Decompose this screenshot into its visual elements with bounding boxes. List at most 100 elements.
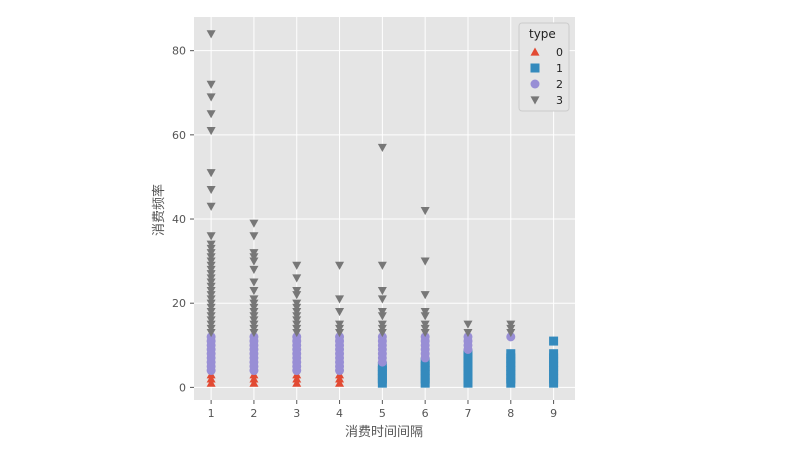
point-type-3	[249, 257, 259, 266]
legend-title: type	[529, 27, 556, 41]
point-type-3	[506, 329, 516, 338]
point-type-0	[335, 378, 345, 387]
legend-label-0: 0	[556, 46, 563, 59]
point-type-3	[335, 329, 345, 338]
point-type-3	[206, 303, 216, 312]
y-tick-label: 80	[172, 45, 186, 58]
point-type-1	[549, 349, 559, 359]
x-tick-label: 6	[422, 407, 429, 420]
x-tick-label: 1	[208, 407, 215, 420]
point-type-0	[206, 374, 216, 383]
point-type-3	[292, 324, 302, 333]
legend: type 0 1 2 3	[518, 22, 570, 112]
x-tick-label: 5	[379, 407, 386, 420]
point-type-3	[420, 308, 430, 317]
point-type-3	[506, 320, 516, 329]
point-type-3	[206, 286, 216, 296]
x-tick-label: 2	[250, 407, 257, 420]
point-type-3	[249, 265, 259, 275]
point-type-3	[206, 329, 216, 338]
point-type-3	[249, 329, 259, 338]
point-type-3	[249, 219, 259, 228]
point-type-3	[206, 270, 216, 279]
point-type-3	[206, 312, 216, 321]
point-type-3	[249, 295, 259, 304]
point-type-3	[206, 80, 216, 89]
point-type-3	[206, 282, 216, 291]
point-type-3	[377, 324, 387, 333]
point-type-3	[206, 257, 216, 266]
legend-marker-0	[530, 47, 540, 56]
point-type-3	[420, 312, 430, 321]
point-type-0	[292, 374, 302, 383]
point-type-3	[206, 202, 216, 211]
point-type-3	[206, 127, 216, 136]
point-type-3	[377, 312, 387, 321]
point-type-3	[249, 278, 259, 287]
y-axis-title: 消费频率	[151, 184, 167, 236]
point-type-3	[206, 110, 216, 119]
point-type-3	[206, 320, 216, 329]
legend-marker-3	[530, 96, 540, 105]
legend-items: 0 1 2 3	[530, 46, 563, 107]
point-type-3	[206, 232, 216, 241]
point-type-3	[420, 207, 430, 216]
point-type-3	[206, 240, 216, 249]
point-type-3	[292, 329, 302, 338]
point-type-3	[420, 324, 430, 333]
x-tick-label: 4	[336, 407, 343, 420]
point-type-3	[292, 274, 302, 283]
y-tick-label: 20	[172, 297, 186, 310]
x-tick-label: 7	[464, 407, 471, 420]
point-type-0	[206, 378, 216, 387]
y-tick-label: 0	[179, 381, 186, 394]
series-type-2	[206, 332, 516, 376]
point-type-3	[335, 261, 345, 270]
point-type-3	[206, 308, 216, 317]
series-type-3	[206, 30, 516, 338]
x-tick-label: 3	[293, 407, 300, 420]
point-type-3	[377, 143, 387, 152]
legend-label-1: 1	[556, 62, 563, 75]
point-type-3	[292, 299, 302, 308]
point-type-3	[292, 303, 302, 312]
point-type-0	[292, 378, 302, 387]
point-type-3	[292, 308, 302, 317]
point-type-3	[206, 249, 216, 258]
point-type-3	[377, 320, 387, 329]
y-tick-label: 60	[172, 129, 186, 142]
point-type-3	[249, 249, 259, 258]
x-tick-label: 9	[550, 407, 557, 420]
point-type-3	[206, 185, 216, 195]
point-type-3	[335, 320, 345, 329]
point-type-3	[249, 303, 259, 312]
point-type-3	[292, 286, 302, 296]
point-type-3	[335, 324, 345, 333]
axis-ticks: 0 20 40 60 80 1 2 3 4 5 6 7 8 9	[172, 45, 557, 420]
point-type-3	[206, 316, 216, 325]
point-type-3	[506, 324, 516, 333]
point-type-0	[249, 374, 259, 383]
legend-label-2: 2	[556, 78, 563, 91]
point-type-3	[206, 244, 216, 253]
point-type-3	[249, 316, 259, 325]
point-type-3	[377, 329, 387, 338]
point-type-3	[377, 295, 387, 304]
point-type-3	[377, 286, 387, 296]
point-type-3	[206, 265, 216, 275]
point-type-3	[420, 257, 430, 266]
x-axis-title: 消费时间间隔	[345, 425, 423, 440]
point-type-3	[335, 308, 345, 317]
point-type-3	[463, 320, 473, 329]
point-type-3	[206, 291, 216, 300]
point-type-3	[420, 329, 430, 338]
point-type-1	[549, 336, 559, 346]
point-type-3	[292, 291, 302, 300]
point-type-3	[206, 169, 216, 178]
y-tick-label: 40	[172, 213, 186, 226]
point-type-3	[377, 261, 387, 270]
legend-box	[518, 22, 570, 112]
legend-label-3: 3	[556, 94, 563, 107]
point-type-3	[249, 232, 259, 241]
